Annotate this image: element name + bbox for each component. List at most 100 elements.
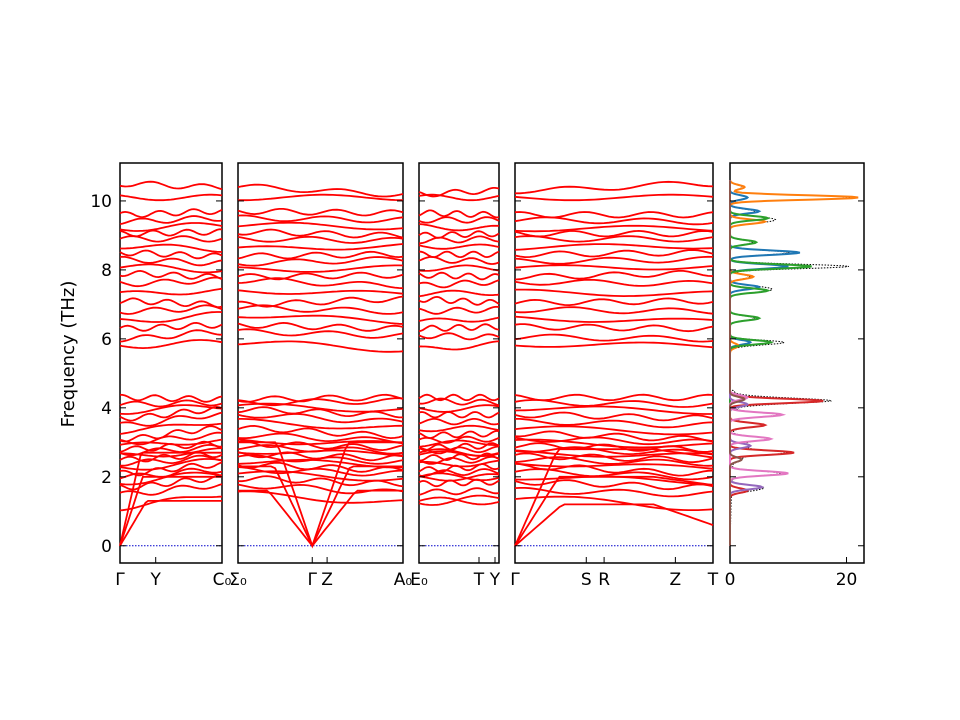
- phonon-branch: [237, 183, 404, 198]
- band-panel: 0 2 4 6 8 10 Γ Y C₀: [90, 162, 232, 590]
- phonon-branch: [237, 314, 404, 325]
- phonon-branch: [418, 404, 500, 413]
- phonon-branch: [119, 404, 223, 415]
- phonon-branch: [237, 235, 404, 244]
- phonon-branch: [514, 393, 714, 402]
- phonon-branch: [119, 193, 223, 202]
- phonon-branch: [119, 321, 223, 332]
- q-point-label: C₀: [213, 570, 232, 590]
- phonon-branch: [119, 411, 223, 427]
- phonon-branch: [418, 494, 500, 506]
- phonon-branch: [418, 323, 500, 333]
- phonon-branch: [514, 211, 714, 219]
- phonon-branch: [514, 449, 714, 458]
- phonon-branch: [237, 490, 404, 504]
- phonon-branch: [119, 208, 223, 219]
- phonon-branch: [515, 180, 714, 195]
- phonon-branch: [418, 424, 500, 433]
- phonon-branch: [237, 466, 404, 477]
- phonon-branch: [514, 264, 714, 271]
- phonon-branch: [119, 495, 223, 512]
- phonon-branch: [514, 446, 714, 456]
- phonon-branch: [119, 215, 223, 225]
- phonon-branch: [119, 339, 223, 350]
- phonon-branch: [237, 440, 404, 452]
- phonon-branch: [514, 323, 714, 333]
- phonon-branch: [418, 393, 500, 402]
- phonon-branch: [418, 496, 500, 506]
- phonon-branch: [418, 216, 500, 224]
- phonon-branch: [238, 418, 403, 430]
- phonon-branch: [514, 425, 714, 436]
- phonon-branch: [514, 315, 714, 323]
- phonon-branch: [418, 230, 500, 239]
- panel-frame: [237, 162, 404, 564]
- phonon-branch: [119, 228, 222, 238]
- band-panel: Σ₀ Γ Z A₀: [229, 162, 412, 590]
- phonon-branch: [119, 425, 223, 443]
- phonon-branch: [418, 193, 500, 202]
- phonon-branch: [119, 399, 223, 408]
- phonon-branch: [419, 250, 500, 259]
- phonon-branch: [237, 402, 404, 413]
- phonon-branch: [418, 418, 500, 426]
- phonon-branch: [514, 436, 714, 446]
- phonon-branch: [237, 250, 404, 260]
- phonon-branch: [514, 249, 714, 259]
- phonon-branch: [418, 487, 500, 496]
- q-point-label: Γ: [510, 570, 520, 590]
- y-tick-label: 8: [101, 261, 112, 281]
- y-tick-label: 0: [101, 537, 112, 557]
- phonon-branch: [238, 193, 404, 202]
- q-point-label: E₀: [410, 570, 428, 590]
- q-point-label: Γ: [115, 570, 125, 590]
- phonon-branch: [418, 473, 500, 482]
- phonon-branch: [418, 459, 500, 468]
- phonon-branch: [119, 443, 223, 457]
- phonon-branch: [514, 229, 714, 238]
- q-point-label: Z: [321, 570, 333, 590]
- y-tick-label: 4: [101, 399, 112, 419]
- phonon-branch: [237, 228, 404, 239]
- x-tick-label: 20: [836, 570, 858, 590]
- phonon-branch: [119, 458, 223, 471]
- q-point-label: Γ: [308, 570, 318, 590]
- phonon-branch: [237, 461, 404, 473]
- q-point-label: Z: [670, 570, 682, 590]
- phonon-branch: [119, 451, 222, 546]
- phonon-branch: [237, 328, 404, 339]
- phonon-branch: [418, 411, 500, 419]
- phonon-branch: [119, 500, 222, 547]
- phonon-branch: [514, 255, 714, 265]
- phonon-branch: [237, 340, 404, 353]
- phonon-branch: [418, 209, 500, 219]
- phonon-branch: [119, 311, 223, 323]
- phonon-branch: [119, 475, 222, 547]
- phonon-branch: [515, 288, 714, 298]
- phonon-branch: [237, 256, 404, 267]
- phonon-branch: [514, 487, 714, 498]
- phonon-branch: [418, 435, 500, 444]
- phonon-branch: [514, 341, 714, 349]
- q-point-label: Y: [150, 570, 162, 590]
- phonon-branch: [237, 444, 404, 455]
- phonon-branch: [237, 264, 404, 273]
- phonon-branch: [418, 429, 500, 439]
- phonon-branch: [514, 411, 714, 422]
- phonon-branch: [514, 297, 714, 307]
- phonon-branch: [119, 180, 223, 191]
- phonon-branch: [119, 304, 223, 315]
- phonon-branch: [418, 271, 500, 281]
- phonon-branch: [119, 269, 223, 280]
- phonon-branch: [119, 276, 223, 288]
- phonon-branch: [418, 223, 499, 232]
- phonon-branch: [514, 495, 714, 511]
- phonon-branch: [119, 263, 223, 274]
- phonon-branch: [418, 264, 500, 272]
- phonon-branch: [119, 249, 223, 260]
- dos-panel: 0 20: [725, 162, 865, 590]
- phonon-branch: [237, 397, 404, 407]
- phonon-branch: [418, 468, 500, 478]
